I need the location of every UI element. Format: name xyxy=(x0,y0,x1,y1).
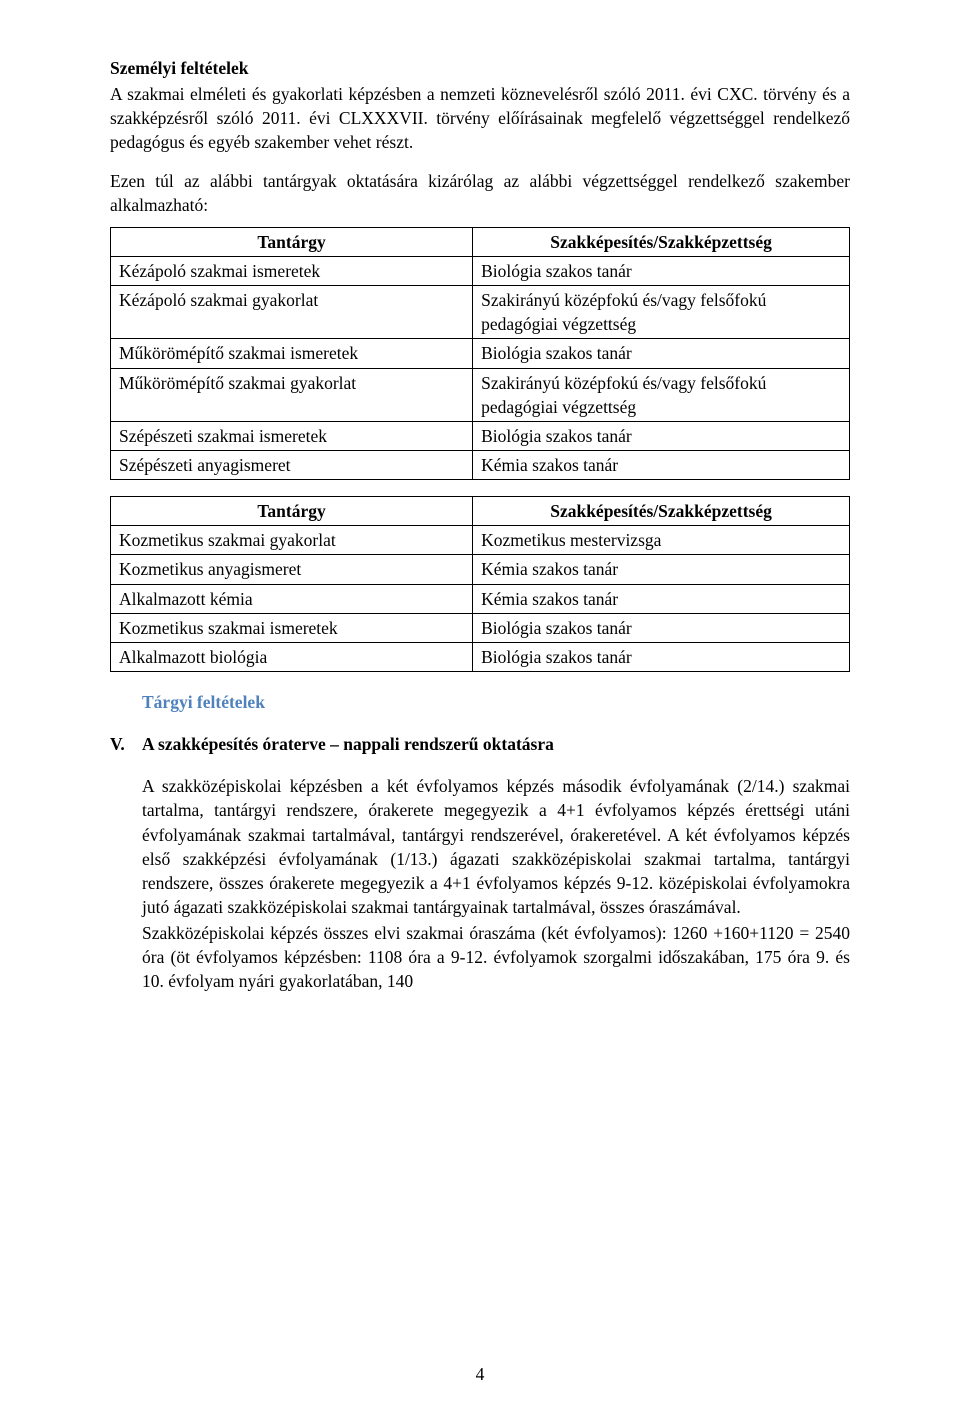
table-header-row: Tantárgy Szakképesítés/Szakképzettség xyxy=(111,227,850,256)
table-cell: Kozmetikus szakmai ismeretek xyxy=(111,613,473,642)
table-row: Kozmetikus szakmai gyakorlatKozmetikus m… xyxy=(111,526,850,555)
table-cell: Kézápoló szakmai gyakorlat xyxy=(111,286,473,339)
table-cell: Kozmetikus mestervizsga xyxy=(473,526,850,555)
table-cell: Kozmetikus anyagismeret xyxy=(111,555,473,584)
table-row: Szépészeti anyagismeretKémia szakos taná… xyxy=(111,450,850,479)
roman-section-title: A szakképesítés óraterve – nappali rends… xyxy=(142,732,554,756)
body-paragraph-2: Szakközépiskolai képzés összes elvi szak… xyxy=(142,921,850,993)
table-row: Műkörömépítő szakmai ismeretekBiológia s… xyxy=(111,339,850,368)
table-cell: Kémia szakos tanár xyxy=(473,584,850,613)
table-header-subject: Tantárgy xyxy=(111,497,473,526)
roman-section-row: V. A szakképesítés óraterve – nappali re… xyxy=(110,732,850,756)
qualification-table-1: Tantárgy Szakképesítés/Szakképzettség Ké… xyxy=(110,227,850,480)
table-header-qualification: Szakképesítés/Szakképzettség xyxy=(473,497,850,526)
qualification-table-2: Tantárgy Szakképesítés/Szakképzettség Ko… xyxy=(110,496,850,672)
table-cell: Szakirányú középfokú és/vagy felsőfokú p… xyxy=(473,286,850,339)
table-row: Alkalmazott biológiaBiológia szakos taná… xyxy=(111,642,850,671)
table-cell: Alkalmazott biológia xyxy=(111,642,473,671)
table-cell: Biológia szakos tanár xyxy=(473,421,850,450)
subheading-targyi: Tárgyi feltételek xyxy=(142,690,850,714)
table-cell: Kémia szakos tanár xyxy=(473,555,850,584)
table-row: Kozmetikus anyagismeretKémia szakos taná… xyxy=(111,555,850,584)
intro-paragraph-1: A szakmai elméleti és gyakorlati képzésb… xyxy=(110,82,850,154)
table-header-qualification: Szakképesítés/Szakképzettség xyxy=(473,227,850,256)
table-row: Műkörömépítő szakmai gyakorlatSzakirányú… xyxy=(111,368,850,421)
table-cell: Kémia szakos tanár xyxy=(473,450,850,479)
table-header-row: Tantárgy Szakképesítés/Szakképzettség xyxy=(111,497,850,526)
table-cell: Műkörömépítő szakmai ismeretek xyxy=(111,339,473,368)
section-heading: Személyi feltételek xyxy=(110,56,850,80)
table-cell: Biológia szakos tanár xyxy=(473,613,850,642)
table-header-subject: Tantárgy xyxy=(111,227,473,256)
table-cell: Biológia szakos tanár xyxy=(473,256,850,285)
table-row: Kozmetikus szakmai ismeretekBiológia sza… xyxy=(111,613,850,642)
body-paragraph-1: A szakközépiskolai képzésben a két évfol… xyxy=(142,774,850,919)
table-cell: Szépészeti szakmai ismeretek xyxy=(111,421,473,450)
table-cell: Kozmetikus szakmai gyakorlat xyxy=(111,526,473,555)
table-row: Kézápoló szakmai gyakorlatSzakirányú köz… xyxy=(111,286,850,339)
table-cell: Biológia szakos tanár xyxy=(473,339,850,368)
roman-numeral: V. xyxy=(110,732,142,756)
table-row: Szépészeti szakmai ismeretekBiológia sza… xyxy=(111,421,850,450)
table-cell: Szakirányú középfokú és/vagy felsőfokú p… xyxy=(473,368,850,421)
intro-paragraph-2: Ezen túl az alábbi tantárgyak oktatására… xyxy=(110,169,850,217)
table-cell: Szépészeti anyagismeret xyxy=(111,450,473,479)
table-cell: Műkörömépítő szakmai gyakorlat xyxy=(111,368,473,421)
table-cell: Kézápoló szakmai ismeretek xyxy=(111,256,473,285)
page-number: 4 xyxy=(0,1362,960,1386)
table-row: Kézápoló szakmai ismeretekBiológia szako… xyxy=(111,256,850,285)
table-row: Alkalmazott kémiaKémia szakos tanár xyxy=(111,584,850,613)
table-cell: Alkalmazott kémia xyxy=(111,584,473,613)
table-cell: Biológia szakos tanár xyxy=(473,642,850,671)
